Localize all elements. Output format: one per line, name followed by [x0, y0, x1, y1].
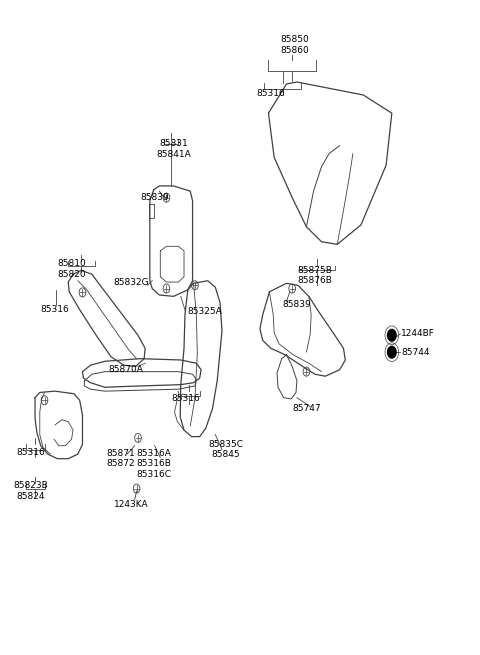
Text: 85810
85820: 85810 85820 — [57, 259, 86, 279]
Text: 85839: 85839 — [283, 300, 312, 309]
Text: 85839: 85839 — [140, 193, 169, 202]
Text: 1244BF: 1244BF — [401, 329, 435, 339]
Circle shape — [387, 346, 396, 358]
Text: 85316: 85316 — [16, 448, 45, 457]
Text: 85316A
85316B
85316C: 85316A 85316B 85316C — [136, 449, 171, 479]
Circle shape — [387, 329, 396, 341]
Text: 85835C
85845: 85835C 85845 — [208, 440, 243, 459]
Text: 85744: 85744 — [401, 348, 430, 357]
Text: 1243KA: 1243KA — [114, 500, 148, 509]
Text: 85316: 85316 — [41, 305, 69, 314]
Text: 85316: 85316 — [171, 394, 200, 403]
Text: 85832G: 85832G — [113, 278, 149, 286]
Text: 85870A: 85870A — [108, 365, 144, 374]
Text: 85823B
85824: 85823B 85824 — [13, 481, 48, 501]
Text: 85831
85841A: 85831 85841A — [156, 140, 191, 159]
Text: 85875B
85876B: 85875B 85876B — [297, 266, 332, 285]
Text: 85316: 85316 — [256, 89, 285, 98]
Text: 85325A: 85325A — [188, 307, 223, 316]
Text: 85850
85860: 85850 85860 — [280, 35, 309, 54]
Text: 85871
85872: 85871 85872 — [106, 449, 135, 468]
Text: 85747: 85747 — [292, 404, 321, 413]
